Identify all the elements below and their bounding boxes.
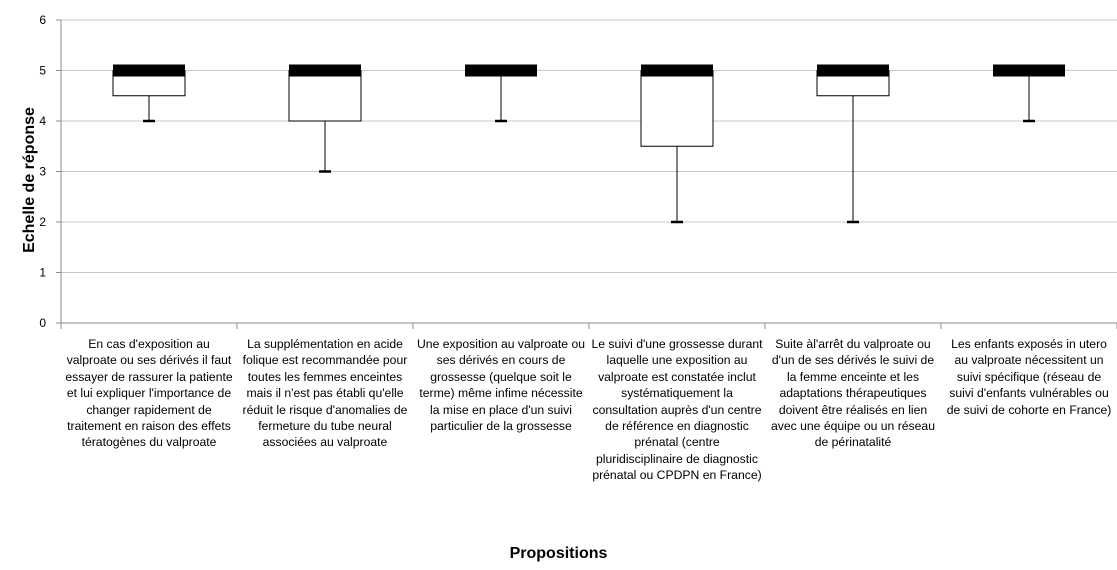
- median-bar: [817, 64, 889, 77]
- median-bar: [465, 64, 537, 77]
- x-tick-label: La supplémentation en acide folique est …: [242, 337, 408, 450]
- x-axis: [60, 20, 1117, 329]
- y-tick-label: 5: [39, 64, 46, 78]
- gridlines: [61, 19, 1117, 273]
- box-series: [112, 64, 1065, 224]
- x-tick-label: Les enfants exposés in utero au valproat…: [946, 337, 1112, 417]
- box-body: [640, 70, 714, 147]
- box-5: [816, 64, 890, 224]
- box-2: [288, 64, 362, 173]
- x-tick-label: En cas d'exposition au valproate ou ses …: [65, 337, 233, 450]
- box-3: [465, 64, 537, 123]
- y-tick-label: 3: [39, 165, 46, 179]
- x-axis-label: Propositions: [509, 545, 608, 562]
- box-body: [288, 70, 362, 122]
- median-bar: [993, 64, 1065, 77]
- box-6: [993, 64, 1065, 123]
- y-axis-ticks: 0 1 2 3 4 5 6: [39, 13, 61, 330]
- box-4: [640, 64, 714, 224]
- x-tick-label: Une exposition au valproate ou ses dériv…: [416, 337, 586, 434]
- x-tick-label: Suite àl'arrêt du valproate ou d'un de s…: [771, 337, 935, 450]
- y-axis-label: Echelle de réponse: [21, 107, 38, 253]
- y-tick-label: 0: [39, 316, 46, 330]
- median-bar: [289, 64, 361, 77]
- y-tick-label: 4: [39, 114, 46, 128]
- x-tick-label: Le suivi d'une grossesse durant laquelle…: [591, 337, 763, 483]
- median-bar: [113, 64, 185, 77]
- box-1: [112, 64, 186, 123]
- y-tick-label: 1: [39, 266, 46, 280]
- y-tick-label: 6: [39, 13, 46, 27]
- y-tick-label: 2: [39, 215, 46, 229]
- median-bar: [641, 64, 713, 77]
